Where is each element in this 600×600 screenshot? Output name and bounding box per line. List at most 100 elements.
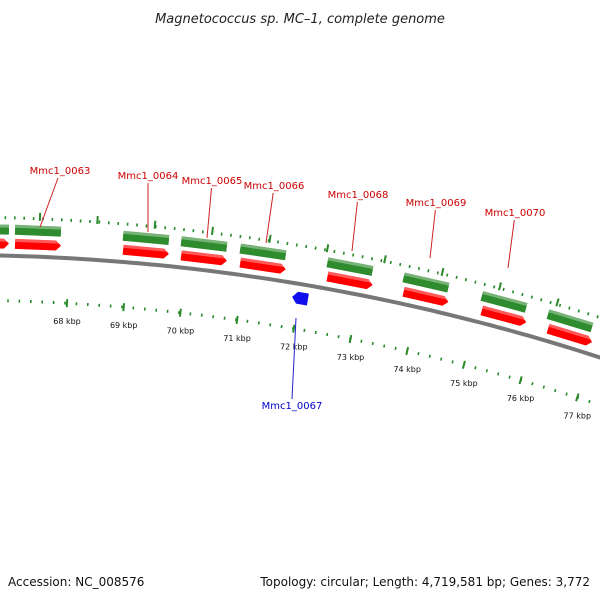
scale-minor-tick	[497, 372, 500, 376]
scale-tick-label: 70 kbp	[167, 327, 195, 336]
feature-highlight	[482, 305, 528, 321]
upper-tick	[427, 269, 430, 273]
upper-tick	[23, 216, 26, 220]
upper-tick	[220, 232, 223, 236]
feature-bar	[546, 309, 594, 333]
forward-cds-arrow	[0, 237, 10, 249]
upper-tick	[192, 229, 195, 233]
gene-label: Mmc1_0063	[30, 166, 91, 177]
feature-arrow	[14, 238, 61, 251]
forward-cds-arrow	[546, 323, 594, 346]
scale-minor-tick	[326, 332, 329, 337]
upper-tick	[596, 315, 599, 319]
feature-highlight	[240, 257, 287, 268]
forward-gene-bar	[122, 230, 170, 245]
upper-tick	[370, 257, 374, 261]
forward-gene-bar	[402, 272, 450, 293]
gene-features	[0, 223, 594, 346]
upper-tick	[586, 312, 590, 316]
scale-minor-tick	[64, 301, 66, 305]
gene-label: Mmc1_0067	[262, 401, 323, 412]
feature-bar	[326, 257, 374, 276]
gene-label: Mmc1_0064	[118, 171, 179, 182]
upper-tick	[446, 273, 449, 277]
scale-tick-label: 77 kbp	[564, 411, 592, 420]
upper-tick	[89, 219, 91, 224]
gene-leader-line	[507, 219, 515, 269]
feature-bar	[480, 291, 528, 313]
scale-minor-tick	[257, 321, 260, 325]
feature-arrow	[239, 257, 286, 274]
scale-major-tick	[292, 324, 296, 333]
upper-tick	[51, 217, 54, 221]
upper-major-tick	[211, 226, 214, 235]
scale-major-tick	[65, 299, 69, 308]
scale-major-tick	[348, 334, 353, 344]
gene-label: Mmc1_0066	[244, 181, 305, 192]
feature-bar	[14, 224, 62, 237]
feature-bar	[122, 230, 170, 245]
forward-cds-arrow	[122, 244, 170, 259]
upper-tick	[483, 282, 486, 287]
upper-tick	[323, 248, 327, 252]
scale-minor-tick	[189, 312, 192, 316]
gene-leader-line	[351, 201, 358, 252]
scale-tick-label: 71 kbp	[223, 334, 251, 343]
forward-gene-bar	[14, 224, 62, 237]
scale-minor-tick	[86, 302, 89, 307]
gene-leader-line	[429, 209, 436, 259]
feature-highlight	[327, 257, 374, 269]
upper-tick	[32, 217, 35, 221]
upper-tick	[117, 221, 120, 226]
scale-minor-tick	[383, 344, 386, 348]
scale-minor-tick	[223, 316, 226, 320]
forward-gene-bar	[326, 257, 374, 276]
scale-minor-tick	[29, 299, 32, 304]
upper-major-tick	[325, 244, 330, 253]
upper-tick	[70, 218, 73, 222]
scale-minor-tick	[474, 366, 477, 370]
feature-highlight	[548, 323, 594, 341]
scale-minor-tick	[360, 339, 363, 343]
feature-arrow	[402, 286, 449, 306]
scale-minor-tick	[269, 323, 272, 327]
scale-minor-tick	[143, 307, 146, 311]
feature-highlight	[0, 237, 10, 242]
feature-highlight	[0, 223, 10, 228]
upper-major-tick	[440, 267, 445, 277]
scale-tick-label: 75 kbp	[450, 379, 478, 388]
upper-major-tick	[96, 215, 99, 225]
upper-tick	[230, 233, 232, 237]
accession-text: Accession: NC_008576	[8, 575, 144, 589]
scale-tick-label: 76 kbp	[507, 394, 535, 403]
upper-major-tick	[383, 255, 387, 264]
feature-highlight	[548, 309, 594, 326]
scale-minor-tick	[531, 382, 534, 386]
scale-minor-tick	[508, 375, 511, 379]
upper-tick	[380, 258, 383, 263]
feature-highlight	[15, 224, 62, 230]
forward-gene-bar	[180, 236, 228, 252]
scale-minor-tick	[75, 302, 78, 306]
feature-highlight	[181, 250, 228, 259]
gene-labels: Mmc1_0063 Mmc1_0064 Mmc1_0065 Mmc1_0066 Mmc1…	[30, 166, 546, 412]
scale-minor-tick	[121, 305, 123, 309]
feature-highlight	[123, 230, 170, 239]
upper-tick	[248, 236, 251, 240]
forward-cds-arrow	[14, 238, 62, 251]
feature-highlight	[181, 236, 228, 245]
scale-minor-tick	[41, 300, 44, 304]
scale-minor-tick	[18, 299, 21, 303]
upper-tick	[568, 306, 571, 310]
scale-major-tick	[405, 346, 410, 356]
upper-tick	[493, 285, 496, 289]
upper-tick	[549, 300, 552, 305]
map-title: Magnetococcus sp. MC–1, complete genome	[155, 12, 445, 27]
reverse-arrow	[292, 291, 309, 306]
upper-major-tick	[153, 220, 157, 229]
scale-minor-tick	[7, 299, 9, 303]
genome-backbone	[0, 253, 600, 360]
feature-bar	[402, 272, 450, 293]
scale-minor-tick	[371, 341, 374, 346]
upper-tick-ring	[4, 212, 599, 319]
